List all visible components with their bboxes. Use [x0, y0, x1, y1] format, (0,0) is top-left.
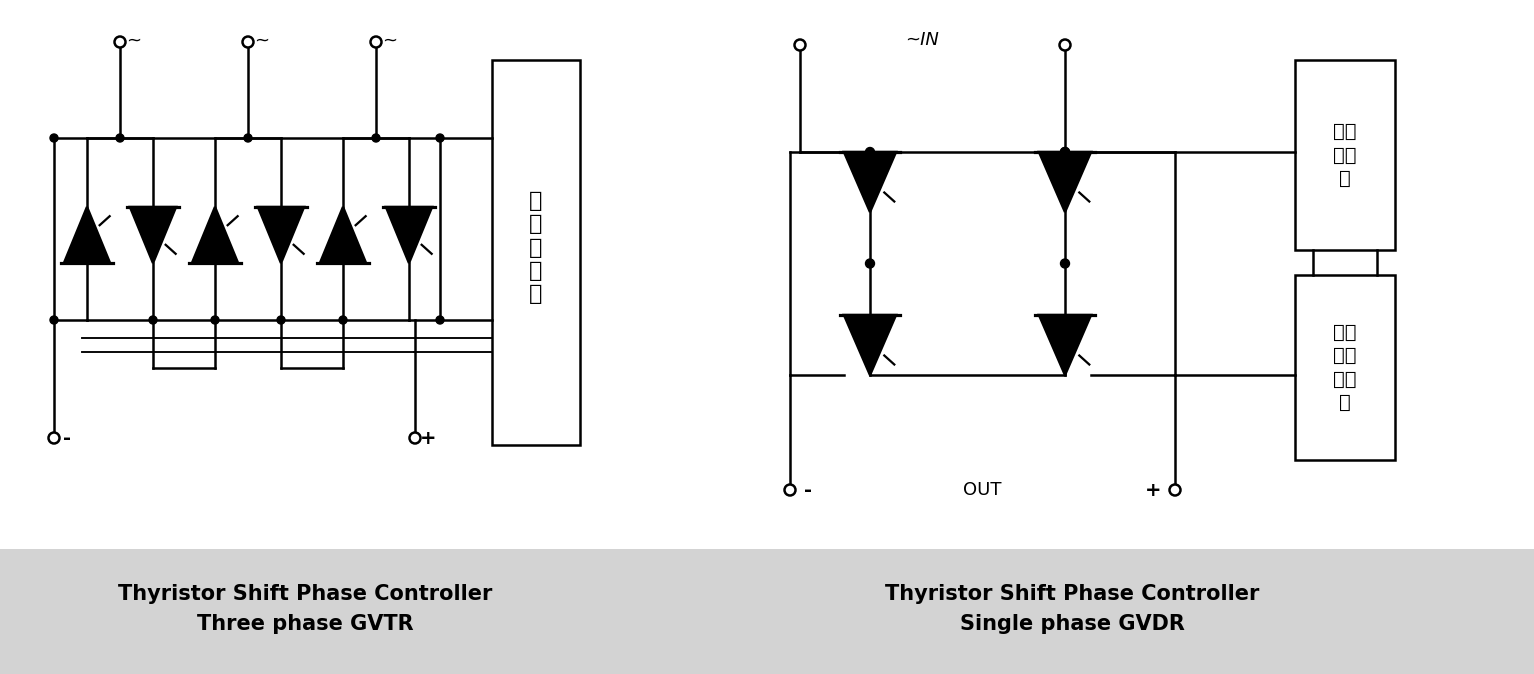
Circle shape [117, 134, 124, 142]
Bar [1295, 60, 1394, 250]
Circle shape [1169, 485, 1181, 495]
Polygon shape [64, 207, 110, 263]
Polygon shape [387, 207, 433, 263]
Circle shape [51, 316, 58, 324]
Text: Thyristor Shift Phase Controller: Thyristor Shift Phase Controller [885, 584, 1259, 604]
Text: -: - [63, 429, 71, 448]
Circle shape [795, 40, 805, 51]
Text: ~IN: ~IN [905, 31, 939, 49]
Text: Thyristor Shift Phase Controller: Thyristor Shift Phase Controller [118, 584, 492, 604]
Text: -: - [804, 481, 811, 499]
Text: ~: ~ [382, 32, 397, 50]
Bar [492, 60, 580, 445]
Circle shape [115, 36, 126, 47]
Text: +: + [420, 429, 436, 448]
Circle shape [373, 134, 380, 142]
Circle shape [1060, 148, 1069, 156]
Circle shape [436, 316, 443, 324]
Bar [611, 549, 1534, 674]
Circle shape [784, 485, 796, 495]
Text: 稳压
稳流
控制
板: 稳压 稳流 控制 板 [1333, 323, 1356, 412]
Text: 移
相
控
制
器: 移 相 控 制 器 [529, 191, 543, 304]
Polygon shape [192, 207, 238, 263]
Polygon shape [844, 315, 896, 375]
Circle shape [242, 36, 253, 47]
Text: +: + [1144, 481, 1161, 499]
Circle shape [1060, 259, 1069, 268]
Circle shape [410, 433, 420, 443]
Text: Three phase GVTR: Three phase GVTR [196, 614, 413, 634]
Text: 移相
调控
器: 移相 调控 器 [1333, 122, 1356, 188]
Circle shape [865, 259, 874, 268]
Polygon shape [1039, 315, 1091, 375]
Circle shape [1060, 40, 1071, 51]
Polygon shape [321, 207, 367, 263]
Text: OUT: OUT [963, 481, 1002, 499]
Text: ~: ~ [255, 32, 270, 50]
Text: Single phase GVDR: Single phase GVDR [960, 614, 1184, 634]
Bar [1295, 275, 1394, 460]
Circle shape [371, 36, 382, 47]
Circle shape [436, 134, 443, 142]
Polygon shape [1039, 152, 1091, 212]
Bar [0, 549, 611, 674]
Polygon shape [844, 152, 896, 212]
Circle shape [865, 148, 874, 156]
Polygon shape [130, 207, 176, 263]
Circle shape [49, 433, 60, 443]
Circle shape [244, 134, 252, 142]
Circle shape [278, 316, 285, 324]
Circle shape [51, 134, 58, 142]
Text: ~: ~ [126, 32, 141, 50]
Circle shape [212, 316, 219, 324]
Circle shape [1060, 148, 1069, 156]
Polygon shape [258, 207, 304, 263]
Circle shape [339, 316, 347, 324]
Circle shape [149, 316, 156, 324]
